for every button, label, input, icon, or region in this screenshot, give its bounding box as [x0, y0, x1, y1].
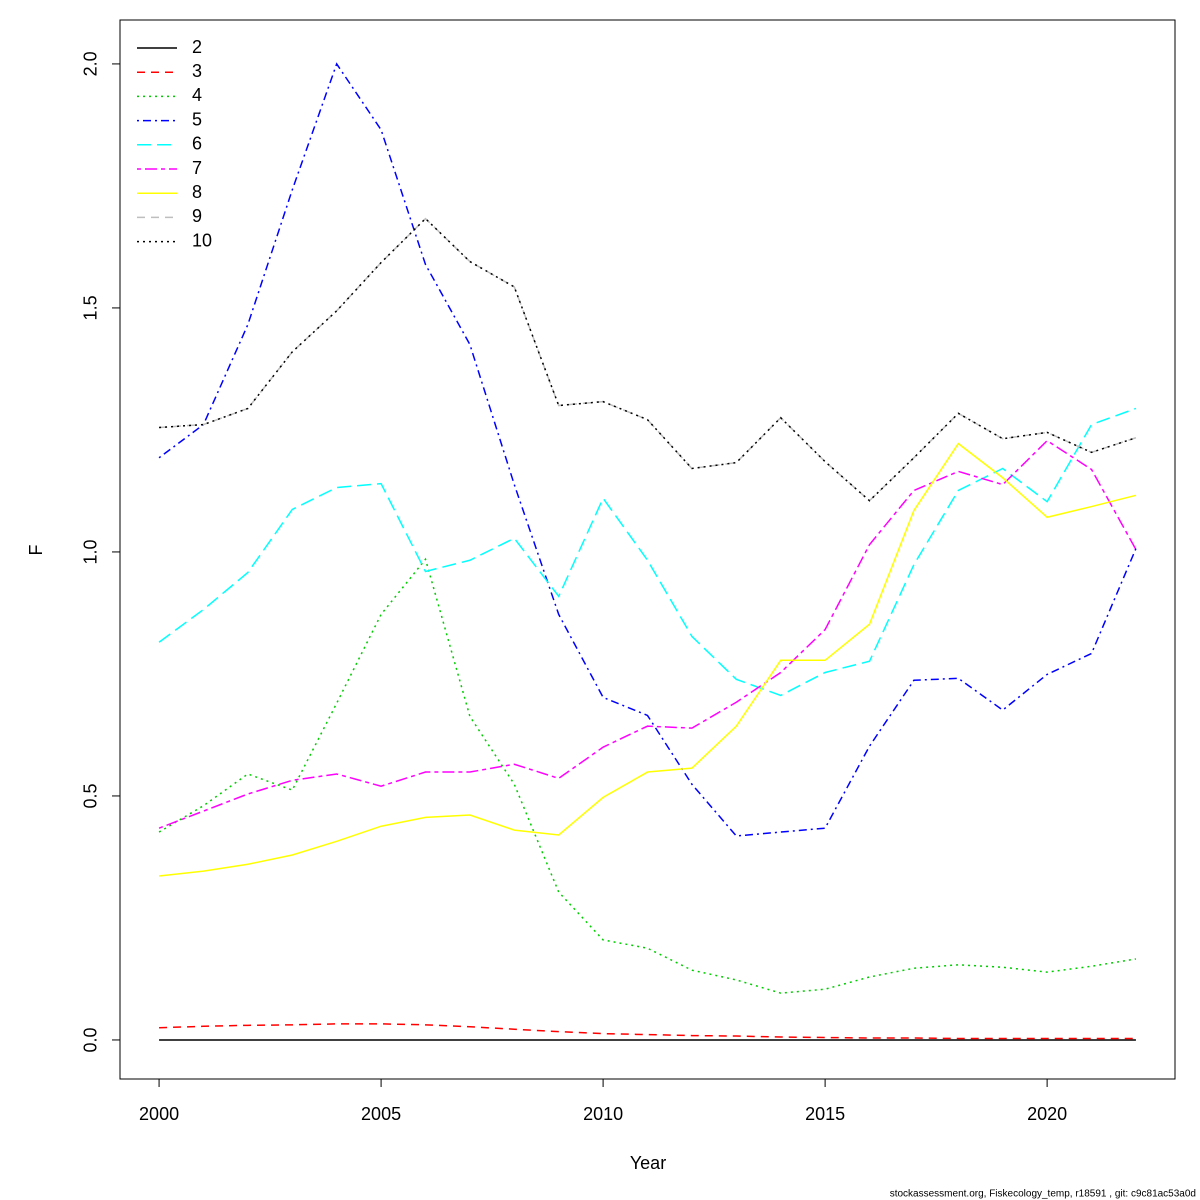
legend-label: 5	[192, 109, 202, 129]
series-line	[158, 407, 1137, 697]
series-line	[158, 442, 1137, 877]
x-axis-label: Year	[630, 1153, 666, 1173]
y-tick-label: 1.0	[81, 539, 101, 564]
x-tick-label: 2010	[583, 1104, 623, 1124]
legend-label: 7	[192, 158, 202, 178]
series-line	[159, 1023, 1136, 1040]
x-tick-label: 2015	[805, 1104, 845, 1124]
footer: stockassessment.org, Fiskecology_temp, r…	[890, 1189, 1196, 1200]
y-tick-label: 2.0	[81, 51, 101, 76]
series-line	[158, 62, 1137, 837]
series-line	[158, 557, 1137, 994]
y-tick-label: 1.5	[81, 295, 101, 320]
y-axis-label: F	[26, 545, 46, 556]
legend-label: 3	[192, 61, 202, 81]
x-tick-label: 2005	[361, 1104, 401, 1124]
series-line	[159, 217, 1137, 502]
x-tick-label: 2020	[1027, 1104, 1067, 1124]
legend-label: 8	[192, 182, 202, 202]
legend-label: 10	[192, 230, 212, 250]
series-line	[159, 217, 1137, 502]
legend-label: 2	[192, 37, 202, 57]
y-tick-label: 0.0	[81, 1027, 101, 1052]
legend-label: 4	[192, 85, 202, 105]
legend-label: 9	[192, 206, 202, 226]
plot-frame	[119, 19, 1176, 1080]
legend-label: 6	[192, 134, 202, 154]
series-line	[158, 439, 1137, 829]
y-tick-label: 0.5	[81, 783, 101, 808]
x-tick-label: 2000	[139, 1104, 179, 1124]
